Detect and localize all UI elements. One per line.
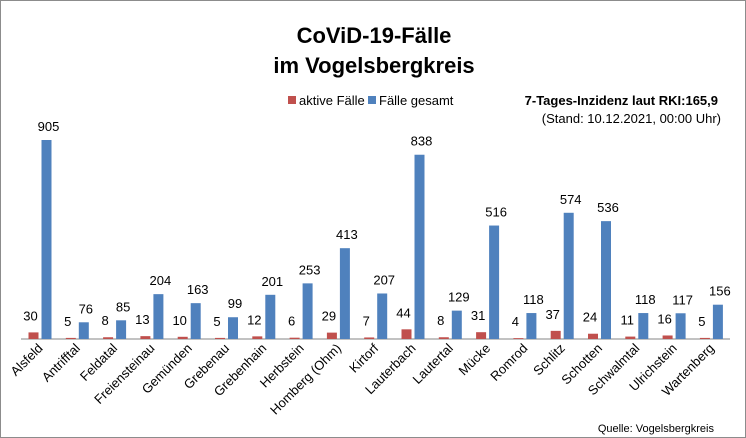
bar-active-8 [326, 332, 337, 339]
bar-active-7 [289, 337, 300, 339]
bar-total-8 [339, 248, 350, 339]
data-label-active-7: 6 [288, 314, 295, 329]
bar-active-11 [438, 337, 449, 339]
bar-total-14 [563, 212, 574, 339]
bar-active-10 [401, 329, 412, 339]
bar-total-7 [302, 283, 313, 339]
data-label-active-2: 8 [101, 313, 108, 328]
data-label-active-10: 44 [396, 305, 410, 320]
data-label-total-15: 536 [597, 200, 619, 215]
bar-active-15 [588, 333, 598, 339]
bar-total-15 [601, 221, 611, 339]
data-label-total-17: 117 [672, 292, 693, 307]
bar-active-2 [103, 337, 114, 339]
bar-total-11 [451, 310, 462, 339]
bar-active-1 [65, 337, 76, 339]
legend-swatch-total [368, 96, 376, 104]
data-label-total-18: 156 [709, 284, 731, 299]
bar-active-3 [140, 336, 151, 339]
bar-total-9 [377, 293, 388, 339]
bar-total-3 [153, 294, 164, 339]
data-label-total-6: 201 [261, 274, 283, 289]
data-label-active-16: 11 [621, 313, 635, 328]
bar-total-13 [526, 313, 537, 339]
date-annotation: (Stand: 10.12.2021, 00:00 Uhr) [542, 111, 721, 126]
chart-title-line1: CoViD-19-Fälle [297, 23, 452, 48]
data-label-total-2: 85 [116, 299, 130, 314]
data-label-active-12: 31 [471, 308, 485, 323]
data-label-active-1: 5 [64, 314, 71, 329]
bar-total-16 [638, 313, 649, 339]
bar-total-0 [41, 140, 52, 339]
data-label-total-1: 76 [79, 301, 93, 316]
data-label-active-0: 30 [23, 308, 37, 323]
data-label-active-11: 8 [437, 313, 444, 328]
chart-title-line2: im Vogelsbergkreis [273, 53, 474, 78]
data-label-total-3: 204 [150, 273, 172, 288]
bar-active-5 [215, 337, 225, 339]
bar-total-1 [78, 322, 89, 339]
data-label-active-15: 24 [583, 310, 597, 325]
data-label-total-9: 207 [373, 272, 395, 287]
legend-label-active: aktive Fälle [299, 93, 365, 108]
bar-total-4 [190, 303, 201, 339]
data-label-total-5: 99 [228, 296, 242, 311]
bar-active-18 [699, 337, 710, 339]
data-label-active-14: 37 [545, 307, 559, 322]
data-label-active-4: 10 [172, 313, 186, 328]
bar-total-10 [414, 154, 425, 339]
data-label-total-14: 574 [560, 192, 582, 207]
bar-active-16 [625, 336, 636, 339]
bar-total-6 [265, 294, 276, 339]
data-label-total-12: 516 [485, 205, 507, 220]
source-label: Quelle: Vogelsbergkreis [598, 423, 715, 435]
data-label-total-10: 838 [411, 134, 433, 149]
data-label-active-6: 12 [247, 312, 261, 327]
category-label-9: Kirtorf [346, 340, 381, 375]
category-label-11: Lautertal [410, 340, 456, 386]
bar-active-14 [550, 330, 561, 339]
bar-active-4 [177, 336, 188, 339]
data-label-total-7: 253 [299, 262, 321, 277]
legend-swatch-active [288, 96, 296, 104]
bar-active-13 [513, 338, 524, 339]
bar-total-17 [675, 313, 686, 339]
category-label-13: Romrod [487, 341, 530, 384]
data-label-active-3: 13 [135, 312, 149, 327]
data-label-active-8: 29 [322, 309, 336, 324]
data-label-active-5: 5 [213, 314, 220, 329]
data-label-active-13: 4 [512, 314, 519, 329]
bar-total-2 [116, 320, 127, 339]
legend-label-total: Fälle gesamt [379, 93, 454, 108]
data-label-total-8: 413 [336, 227, 358, 242]
data-label-total-0: 905 [38, 119, 60, 134]
data-label-total-4: 163 [187, 282, 209, 297]
incidence-annotation: 7-Tages-Inzidenz laut RKI:165,9 [525, 93, 718, 108]
bar-active-17 [662, 335, 673, 339]
bar-active-0 [28, 332, 39, 339]
data-label-active-9: 7 [363, 313, 370, 328]
bar-total-5 [228, 317, 238, 339]
data-label-active-17: 16 [657, 311, 671, 326]
bar-active-9 [364, 337, 375, 339]
bar-total-18 [712, 304, 723, 339]
data-label-total-11: 129 [448, 290, 470, 305]
bar-total-12 [489, 225, 500, 339]
data-label-total-13: 118 [523, 292, 544, 307]
data-label-total-16: 118 [635, 292, 656, 307]
data-label-active-18: 5 [698, 314, 705, 329]
category-label-1: Antrifftal [39, 340, 83, 384]
bar-active-12 [476, 332, 487, 339]
bar-active-6 [252, 336, 263, 339]
